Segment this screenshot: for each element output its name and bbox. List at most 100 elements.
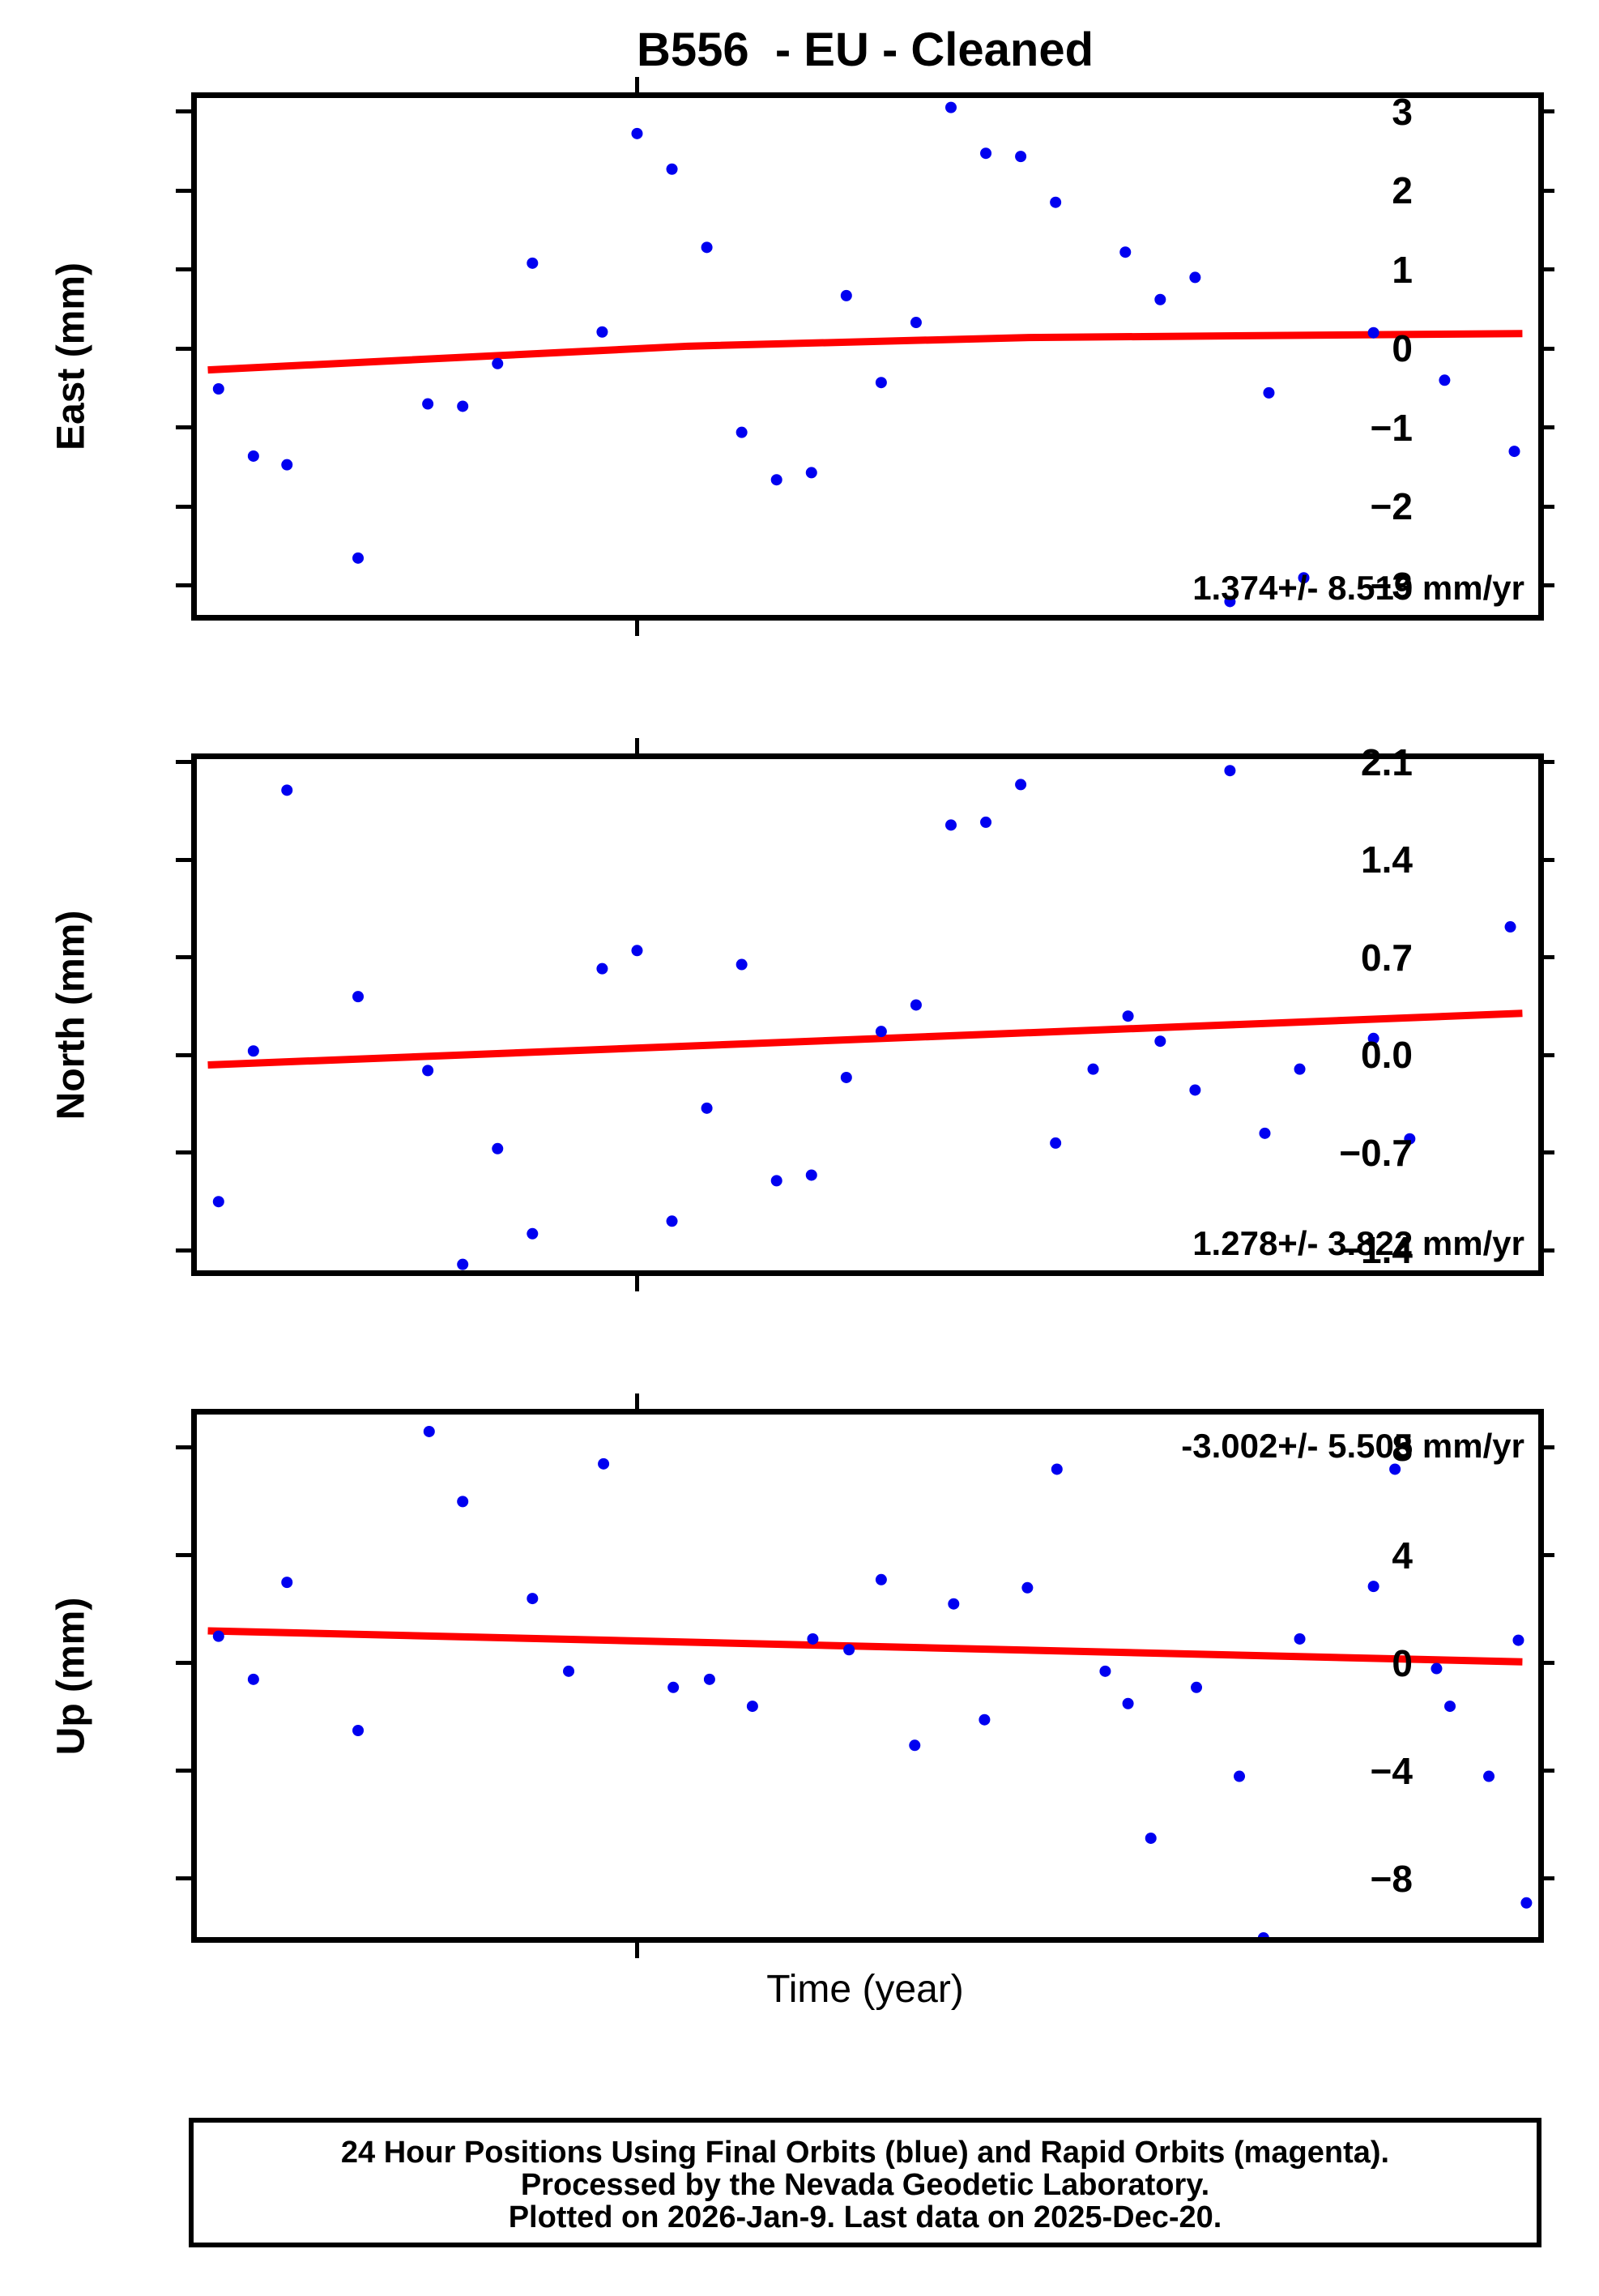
east-data-point [875,377,887,389]
up-y-tick-label: −8 [1370,1857,1413,1900]
up-data-point [1191,1681,1203,1693]
east-y-tick-right [1539,109,1554,113]
up-data-point [1122,1697,1134,1709]
north-data-point [247,1045,259,1057]
up-y-tick-right [1539,1445,1554,1450]
up-data-point [807,1632,819,1645]
east-data-point [527,257,539,269]
north-data-point [212,1196,224,1208]
north-data-point [1224,765,1236,777]
footer-line-1: 24 Hour Positions Using Final Orbits (bl… [340,2136,1390,2170]
east-y-tick-right [1539,425,1554,430]
north-y-tick-left [176,1052,191,1057]
x-axis-label: Time (year) [766,1968,964,2011]
north-data-point [631,945,643,957]
east-data-point [631,127,643,139]
east-y-tick-label: 2 [1392,169,1413,212]
east-y-tick-right [1539,504,1554,509]
east-data-point [212,383,224,395]
east-y-tick-left [176,346,191,351]
east-y-tick-left [176,583,191,588]
east-y-tick-left [176,504,191,509]
up-y-tick-right [1539,1661,1554,1666]
north-data-point [1015,779,1027,791]
east-data-point [457,400,469,412]
up-data-point [843,1644,855,1656]
north-plot-area [207,765,1523,1270]
north-data-point [527,1227,539,1240]
east-y-tick-label: 0 [1392,327,1413,370]
east-y-tick-left [176,267,191,272]
north-axis-label: North (mm) [49,910,93,1120]
north-y-tick-label: 0.7 [1361,936,1413,979]
up-data-point [875,1573,887,1585]
north-y-tick-left [176,955,191,960]
up-data-point [667,1681,680,1693]
east-data-point [1119,246,1132,258]
north-y-tick-left [176,1150,191,1155]
footer-line-2: Processed by the Nevada Geodetic Laborat… [520,2168,1210,2202]
up-data-point [1099,1665,1111,1677]
up-data-point [948,1598,960,1610]
up-y-tick-label: 8 [1392,1426,1413,1469]
east-data-point [1224,595,1236,608]
up-data-point [1367,1581,1379,1593]
east-y-tick-right [1539,583,1554,588]
north-data-point [944,819,957,831]
east-y-tick-label: 1 [1392,248,1413,291]
east-data-point [281,459,293,471]
east-data-point [596,326,608,338]
up-y-tick-left [176,1661,191,1666]
north-data-point [1154,1035,1166,1048]
east-x-tick [634,621,639,636]
north-data-point [770,1175,782,1187]
up-data-point [1294,1632,1306,1645]
east-data-point [492,357,504,369]
east-y-tick-right [1539,346,1554,351]
up-y-tick-right [1539,1553,1554,1558]
east-trend-line [207,330,1523,374]
north-data-point [352,991,365,1003]
north-data-point [1259,1127,1271,1139]
north-data-point [875,1026,887,1038]
up-y-tick-left [176,1553,191,1558]
up-data-point [457,1496,469,1508]
up-data-point [527,1593,539,1605]
east-data-point [1050,196,1062,208]
east-data-point [1367,326,1379,339]
up-y-tick-right [1539,1769,1554,1773]
north-data-point [281,784,293,796]
north-y-tick-right [1539,760,1554,765]
north-y-tick-label: 1.4 [1361,839,1413,881]
up-y-tick-label: 4 [1392,1534,1413,1577]
north-data-point [1504,921,1516,933]
up-data-point [563,1665,575,1677]
north-x-tick [634,738,639,753]
up-data-point [352,1724,365,1736]
footer-box: 24 Hour Positions Using Final Orbits (bl… [189,2118,1541,2247]
north-data-point [1050,1137,1062,1149]
east-data-point [1015,151,1027,163]
up-plot-area [207,1425,1533,1940]
east-data-point [980,147,992,160]
north-y-tick-right [1539,857,1554,862]
east-data-point [701,241,713,254]
east-y-tick-label: −2 [1370,485,1413,528]
east-axis-label: East (mm) [49,262,93,451]
east-y-tick-right [1539,188,1554,193]
north-trend-line [207,1009,1523,1069]
up-data-point [1234,1770,1246,1782]
chart-title: B556 - EU - Cleaned [636,23,1094,76]
up-x-tick [634,1943,639,1958]
up-data-point [1145,1832,1157,1844]
north-data-point [1367,1032,1379,1044]
east-data-point [840,289,852,301]
up-data-point [423,1425,435,1437]
north-y-tick-right [1539,1150,1554,1155]
east-y-tick-left [176,425,191,430]
north-data-point [422,1065,434,1077]
north-y-tick-right [1539,1248,1554,1253]
north-data-point [457,1258,469,1270]
east-data-point [1298,572,1310,584]
north-data-point [492,1142,504,1154]
